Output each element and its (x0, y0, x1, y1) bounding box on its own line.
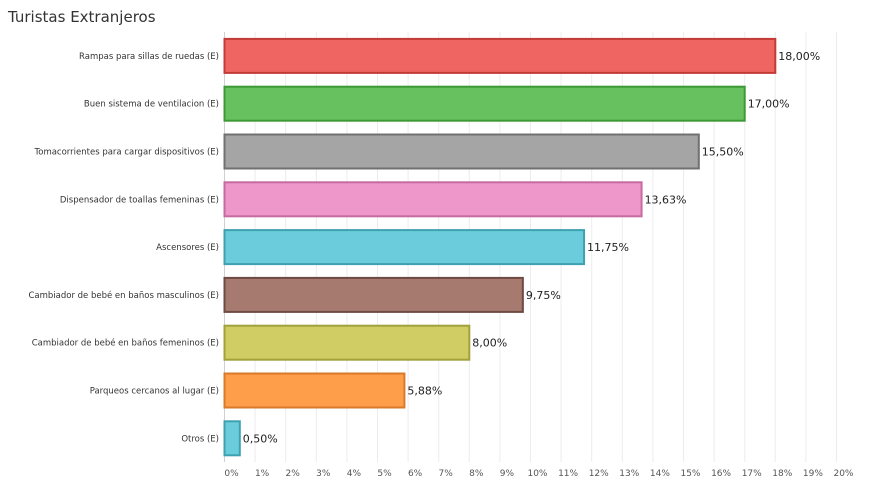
bar (223, 85, 746, 122)
x-tick-label: 12% (589, 469, 609, 479)
data-label: 8,00% (472, 337, 507, 350)
x-tick-label: 5% (377, 469, 392, 479)
data-label: 15,50% (702, 146, 744, 159)
bar (223, 37, 777, 74)
x-tick-label: 15% (680, 469, 700, 479)
category-label: Dispensador de toallas femeninas (E) (60, 195, 219, 205)
x-tick-label: 19% (803, 469, 823, 479)
bar-layer (223, 37, 777, 457)
bar (223, 229, 586, 266)
chart-title: Turistas Extranjeros (8, 8, 156, 26)
data-label: 11,75% (587, 241, 629, 254)
label-layer: 0% 1% 2% 3% 4% 5% 6% 7% 8% 9% 10% 11% 12% 13% 14% 15% 16… (28, 50, 853, 479)
bar (223, 420, 241, 457)
category-label: Otros (E) (181, 434, 219, 444)
x-tick-label: 14% (650, 469, 670, 479)
x-tick-label: 8% (469, 469, 484, 479)
x-tick-label: 6% (408, 469, 423, 479)
x-tick-label: 18% (772, 469, 792, 479)
x-tick-label: 13% (619, 469, 639, 479)
category-label: Cambiador de bebé en baños masculinos (E… (28, 290, 219, 301)
bar (223, 276, 524, 313)
category-label: Tomacorrientes para cargar dispositivos … (34, 148, 220, 158)
x-tick-label: 1% (255, 469, 270, 479)
x-tick-label: 0% (224, 469, 239, 479)
x-tick-label: 20% (833, 469, 853, 479)
x-tick-label: 17% (742, 469, 762, 479)
category-label: Cambiador de bebé en baños femeninos (E) (32, 338, 219, 349)
x-tick-label: 7% (439, 469, 454, 479)
x-tick-label: 3% (316, 469, 331, 479)
category-label: Rampas para sillas de ruedas (E) (79, 52, 219, 62)
data-label: 17,00% (748, 98, 790, 111)
x-tick-label: 9% (500, 469, 515, 479)
x-tick-label: 16% (711, 469, 731, 479)
data-label: 18,00% (778, 50, 820, 63)
data-label: 5,88% (407, 385, 442, 398)
x-tick-label: 11% (558, 469, 578, 479)
bar (223, 372, 406, 409)
x-tick-label: 4% (347, 469, 362, 479)
data-label: 13,63% (645, 193, 687, 206)
category-label: Buen sistema de ventilacion (E) (84, 100, 219, 110)
category-label: Parqueos cercanos al lugar (E) (90, 387, 219, 397)
data-label: 0,50% (243, 432, 278, 445)
category-label: Ascensores (E) (156, 243, 219, 253)
bar (223, 181, 643, 218)
bar (223, 133, 700, 170)
x-tick-label: 2% (286, 469, 301, 479)
data-label: 9,75% (526, 289, 561, 302)
x-tick-label: 10% (527, 469, 547, 479)
bar (223, 324, 471, 361)
